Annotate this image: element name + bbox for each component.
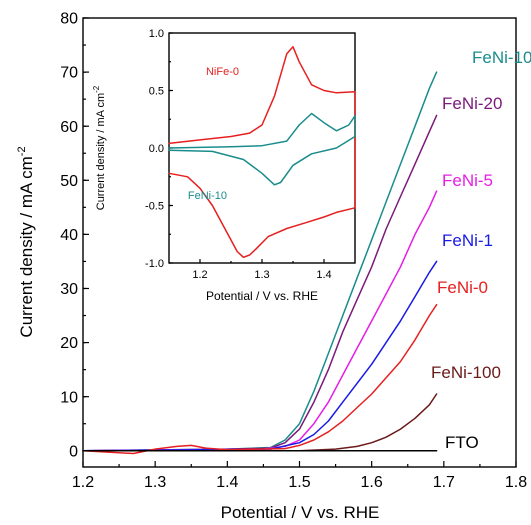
- main-y-tick-label: 0: [69, 443, 78, 460]
- main-series-line-feni-10: [82, 71, 438, 452]
- main-series-label-feni-5: FeNi-5: [442, 171, 493, 190]
- main-y-tick-label: 30: [60, 281, 78, 298]
- main-x-tick-label: 1.8: [505, 474, 527, 491]
- main-x-tick-label: 1.5: [288, 474, 310, 491]
- main-y-axis-title-superscript: -2: [16, 146, 28, 156]
- inset-y-tick-label: 0.5: [149, 85, 164, 97]
- main-chart: 1.2 1.3 1.4 1.5 1.6 1.7 1.8 01020304050607080 …: [16, 11, 531, 522]
- main-y-axis-title-text: Current density / mA cm: [17, 156, 36, 337]
- inset-y-axis-title: Current density / mA cm-2: [92, 85, 107, 210]
- inset-series-line-feni-10: [168, 112, 356, 186]
- main-series-label-fto: FTO: [445, 433, 479, 452]
- inset-series-line-nife-0: [168, 46, 356, 259]
- main-series-label-feni-100: FeNi-100: [431, 363, 501, 382]
- main-y-tick-label: 40: [60, 227, 78, 244]
- inset-y-tick-label: -1.0: [145, 258, 164, 270]
- inset-y-tick-label: 0.0: [149, 143, 164, 155]
- inset-x-ticks: 1.2 1.3 1.4: [192, 259, 332, 281]
- inset-y-tick-label: 1.0: [149, 28, 164, 40]
- main-series-label-feni-0: FeNi-0: [437, 278, 488, 297]
- main-series-group: [82, 71, 438, 455]
- main-x-axis-title: Potential / V vs. RHE: [221, 503, 380, 522]
- main-y-axis-title: Current density / mA cm-2: [16, 146, 36, 337]
- main-y-tick-label: 10: [60, 389, 78, 406]
- inset-series-label-nife-0: NiFe-0: [206, 66, 239, 78]
- main-x-tick-label: 1.7: [433, 474, 455, 491]
- main-x-ticks: 1.2 1.3 1.4 1.5 1.6 1.7 1.8: [72, 461, 527, 491]
- main-y-tick-label: 20: [60, 335, 78, 352]
- main-y-tick-label: 50: [60, 173, 78, 190]
- main-series-line-feni-1: [82, 260, 438, 452]
- inset-x-tick-label: 1.2: [192, 269, 207, 281]
- inset-x-tick-label: 1.4: [316, 269, 331, 281]
- main-y-tick-label: 60: [60, 119, 78, 136]
- main-series-labels: FeNi-10 FeNi-20 FeNi-5 FeNi-1 FeNi-0 FeNi-100…: [431, 48, 531, 452]
- inset-series-label-feni-10: FeNi-10: [188, 190, 227, 202]
- main-y-ticks: 0 10 20 30 40 50 60 70 80: [60, 11, 89, 460]
- inset-y-ticks: -1.0 -0.5 0.0 0.5 1.0: [145, 28, 173, 270]
- inset-y-axis-title-text: Current density / mA cm: [95, 93, 107, 210]
- main-y-tick-label: 70: [60, 65, 78, 82]
- main-series-line-feni-0: [82, 303, 438, 455]
- main-series-label-feni-1: FeNi-1: [442, 231, 493, 250]
- inset-series-labels: NiFe-0 FeNi-10: [188, 66, 239, 202]
- inset-y-tick-label: -0.5: [145, 200, 164, 212]
- inset-x-axis-title: Potential / V vs. RHE: [206, 289, 318, 303]
- main-x-tick-label: 1.6: [361, 474, 383, 491]
- main-series-label-feni-20: FeNi-20: [442, 94, 502, 113]
- main-x-tick-label: 1.3: [144, 474, 166, 491]
- inset-chart: 1.2 1.3 1.4 -1.0 -0.5 0.0 0.5 1.0 NiFe-0 FeNi-1…: [92, 28, 358, 303]
- main-series-label-feni-10: FeNi-10: [472, 48, 531, 67]
- main-x-tick-label: 1.4: [216, 474, 238, 491]
- inset-x-tick-label: 1.3: [254, 269, 269, 281]
- main-y-tick-label: 80: [60, 11, 78, 28]
- main-x-tick-label: 1.2: [72, 474, 94, 491]
- main-series-line-feni-20: [82, 114, 438, 452]
- inset-series-group: [168, 46, 356, 259]
- main-series-line-feni-100: [82, 393, 438, 452]
- inset-y-axis-title-superscript: -2: [92, 85, 101, 93]
